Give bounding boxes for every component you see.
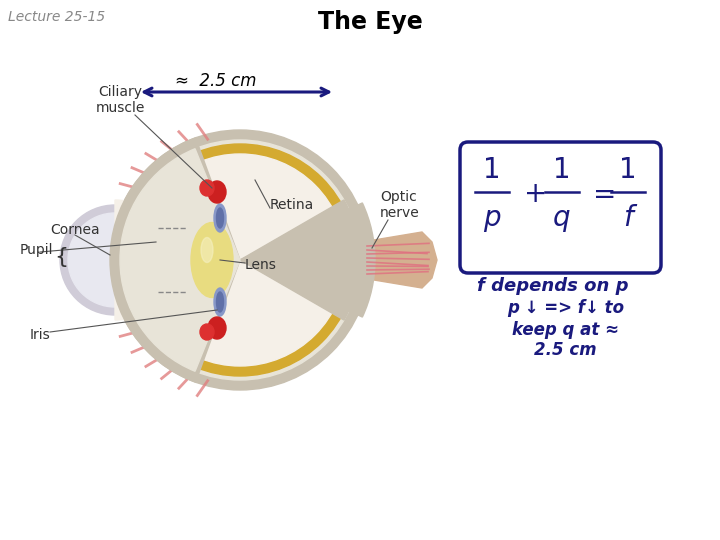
- Text: 2.5 cm: 2.5 cm: [534, 341, 597, 359]
- Text: {: {: [54, 247, 68, 267]
- Circle shape: [60, 205, 170, 315]
- Text: +: +: [524, 180, 548, 208]
- Text: f: f: [623, 204, 633, 232]
- Ellipse shape: [208, 317, 226, 339]
- Text: Ciliary
muscle: Ciliary muscle: [95, 85, 145, 115]
- Text: Retina: Retina: [270, 198, 314, 212]
- Circle shape: [120, 140, 360, 380]
- Circle shape: [134, 154, 346, 366]
- Wedge shape: [115, 200, 175, 320]
- Text: The Eye: The Eye: [318, 10, 423, 34]
- Text: p: p: [483, 204, 501, 232]
- Ellipse shape: [200, 180, 214, 196]
- Text: Pupil: Pupil: [20, 243, 53, 257]
- Text: 1: 1: [483, 156, 501, 184]
- Circle shape: [68, 213, 162, 307]
- Text: Lens: Lens: [245, 258, 277, 272]
- Ellipse shape: [208, 181, 226, 203]
- Wedge shape: [240, 203, 375, 317]
- Wedge shape: [240, 200, 358, 260]
- Wedge shape: [120, 148, 240, 372]
- Ellipse shape: [200, 324, 214, 340]
- Text: keep q at ≈: keep q at ≈: [512, 321, 619, 339]
- Text: p ↓ => f↓ to: p ↓ => f↓ to: [507, 299, 624, 317]
- Ellipse shape: [191, 222, 233, 298]
- Text: q: q: [553, 204, 571, 232]
- Text: Iris: Iris: [30, 328, 50, 342]
- Ellipse shape: [214, 288, 226, 316]
- Ellipse shape: [214, 204, 226, 232]
- Circle shape: [110, 130, 370, 390]
- Ellipse shape: [217, 292, 223, 312]
- Ellipse shape: [217, 208, 223, 228]
- Ellipse shape: [201, 238, 213, 262]
- Circle shape: [124, 144, 356, 376]
- Text: f depends on p: f depends on p: [477, 277, 629, 295]
- Wedge shape: [240, 260, 358, 320]
- Text: Lecture 25-15: Lecture 25-15: [8, 10, 105, 24]
- Text: ≈  2.5 cm: ≈ 2.5 cm: [175, 72, 256, 90]
- Wedge shape: [110, 138, 240, 382]
- Text: Optic
nerve: Optic nerve: [380, 190, 420, 220]
- Text: =: =: [593, 180, 617, 208]
- Polygon shape: [362, 232, 437, 288]
- Text: 1: 1: [553, 156, 571, 184]
- Text: 1: 1: [619, 156, 636, 184]
- FancyBboxPatch shape: [460, 142, 661, 273]
- Text: Cornea: Cornea: [50, 223, 99, 237]
